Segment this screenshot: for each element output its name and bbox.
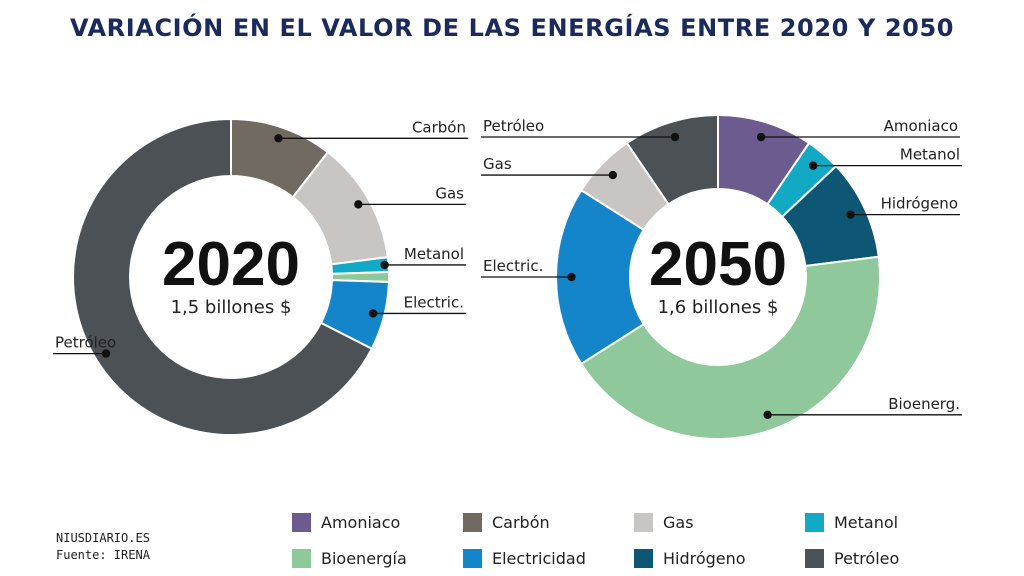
legend-label: Bioenergía: [321, 548, 407, 568]
legend-label: Metanol: [834, 512, 899, 532]
leader-dot-2020-petroleo: [101, 349, 111, 358]
source-reference: Fuente: IRENA: [56, 548, 150, 562]
legend-label: Petróleo: [834, 548, 900, 568]
center-value-2020: 1,5 billones $: [171, 297, 292, 318]
legend: Amoniaco Carbón Gas Metanol Bioenergía E…: [292, 504, 992, 568]
slice-label-2020-gas: Gas: [435, 184, 464, 202]
slice-label-2050-metanol: Metanol: [900, 146, 960, 164]
slice-label-2050-bioenerg-: Bioenerg.: [888, 395, 960, 413]
slice-label-2020-electric-: Electric.: [404, 293, 464, 311]
slice-2050-electricidad: [555, 188, 646, 366]
legend-swatch: [292, 512, 311, 532]
leader-dot-2050-petroleo: [670, 132, 680, 142]
legend-label: Gas: [663, 512, 694, 532]
leader-dot-2020-electric-: [368, 309, 378, 318]
leader-dot-2020-gas: [354, 200, 363, 209]
slice-label-2050-hidrogeno: Hidrógeno: [881, 195, 958, 213]
center-year-2020: 2020: [162, 230, 300, 299]
slice-2020-petroleo: [72, 117, 374, 436]
slice-label-2020-carbon: Carbón: [412, 118, 466, 136]
legend-label: Amoniaco: [321, 512, 401, 532]
legend-swatch: [634, 548, 653, 568]
source-credit: NIUSDIARIO.ES Fuente: IRENA: [56, 530, 150, 564]
legend-label: Hidrógeno: [663, 548, 746, 568]
leader-dot-2050-metanol: [808, 161, 818, 170]
legend-swatch: [463, 548, 482, 568]
slice-label-2020-metanol: Metanol: [404, 245, 464, 263]
leader-dot-2050-hidrogeno: [846, 210, 855, 219]
slice-label-2020-petroleo: Petróleo: [55, 334, 116, 352]
leader-dot-2020-carbon: [274, 134, 283, 143]
leader-dot-2050-bioenerg-: [763, 410, 772, 420]
legend-swatch: [463, 512, 482, 532]
leader-dot-2050-electric-: [567, 272, 576, 282]
chart-title: VARIACIÓN EN EL VALOR DE LAS ENERGÍAS EN…: [69, 14, 955, 42]
slice-label-2050-amoniaco: Amoniaco: [884, 117, 958, 135]
legend-item-metanol: Metanol: [805, 504, 976, 540]
leader-dot-2020-metanol: [380, 260, 389, 270]
legend-item-amoniaco: Amoniaco: [292, 504, 463, 540]
legend-item-petroleo: Petróleo: [805, 540, 976, 576]
legend-swatch: [805, 548, 824, 568]
slice-label-2050-gas: Gas: [483, 155, 512, 173]
center-year-2050: 2050: [649, 230, 787, 299]
legend-label: Electricidad: [492, 548, 586, 568]
legend-label: Carbón: [492, 512, 550, 532]
leader-dot-2050-amoniaco: [756, 132, 766, 142]
slice-2050-bioenergia: [579, 255, 881, 440]
legend-swatch: [634, 512, 653, 532]
donut-charts: Carbón Gas Metanol Electric. Petróleo 20201,5…: [53, 113, 962, 440]
legend-swatch: [805, 512, 824, 532]
legend-item-hidrogeno: Hidrógeno: [634, 540, 805, 576]
center-value-2050: 1,6 billones $: [658, 297, 779, 318]
legend-item-bioenergia: Bioenergía: [292, 540, 463, 576]
slice-label-2050-petroleo: Petróleo: [483, 117, 544, 135]
legend-item-gas: Gas: [634, 504, 805, 540]
legend-swatch: [292, 548, 311, 568]
leader-dot-2050-gas: [608, 170, 618, 180]
source-publisher: NIUSDIARIO.ES: [56, 531, 150, 545]
legend-item-electricidad: Electricidad: [463, 540, 634, 576]
slice-label-2050-electric-: Electric.: [483, 257, 543, 275]
legend-item-carbon: Carbón: [463, 504, 634, 540]
